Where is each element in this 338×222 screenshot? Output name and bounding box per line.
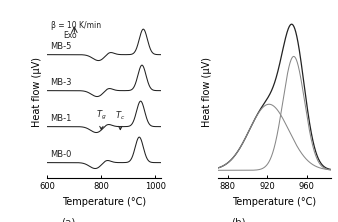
- Text: MB-5: MB-5: [51, 42, 72, 51]
- Text: $T_c$: $T_c$: [115, 110, 125, 130]
- Text: MB-3: MB-3: [51, 78, 72, 87]
- Text: β = 10 K/min: β = 10 K/min: [51, 21, 101, 30]
- Text: MB-1: MB-1: [51, 114, 72, 123]
- Text: (b): (b): [231, 218, 246, 222]
- Text: Exo: Exo: [64, 31, 77, 40]
- X-axis label: Temperature (°C): Temperature (°C): [233, 197, 316, 207]
- Text: $T_g$: $T_g$: [96, 109, 107, 130]
- Text: MB-0: MB-0: [51, 150, 72, 159]
- X-axis label: Temperature (°C): Temperature (°C): [62, 197, 146, 207]
- Text: (a): (a): [61, 218, 75, 222]
- Y-axis label: Heat flow (μV): Heat flow (μV): [32, 57, 42, 127]
- Y-axis label: Heat flow (μV): Heat flow (μV): [202, 57, 212, 127]
